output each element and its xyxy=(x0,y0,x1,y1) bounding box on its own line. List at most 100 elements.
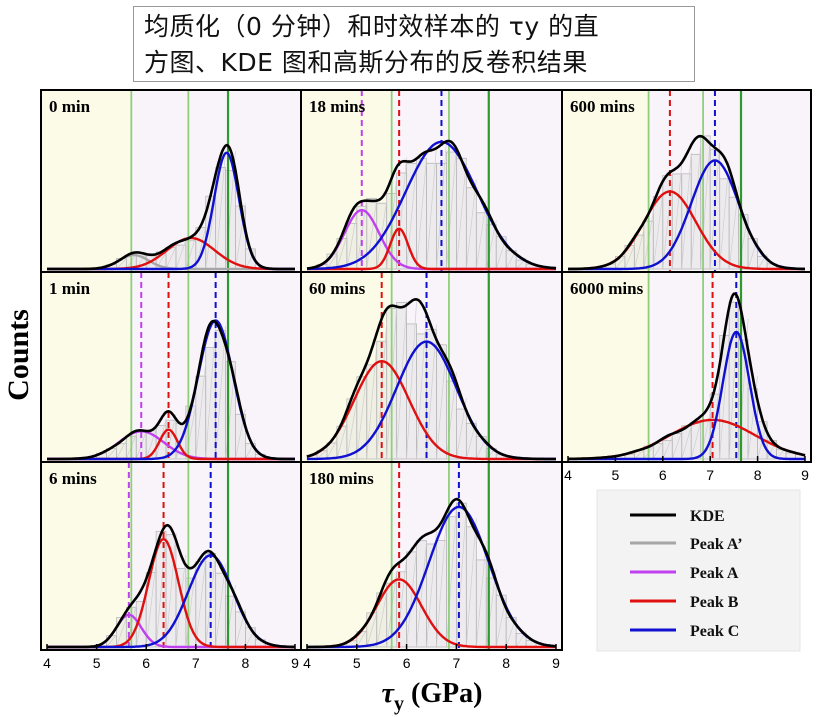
histogram-hatch xyxy=(615,256,626,270)
panel-6000-mins xyxy=(562,272,811,462)
histogram-hatch xyxy=(376,591,388,648)
histogram-hatch xyxy=(336,235,348,270)
histogram-hatch xyxy=(106,447,117,460)
histogram-hatch xyxy=(356,629,368,648)
panel-label: 0 min xyxy=(49,97,91,116)
panel-label: 6 mins xyxy=(49,469,97,488)
histogram-hatch xyxy=(195,559,207,648)
histogram-hatch xyxy=(416,541,427,648)
panel-frame xyxy=(561,271,812,463)
histogram-hatch xyxy=(316,449,328,460)
histogram-hatch xyxy=(205,325,216,460)
x-tick-label: 6 xyxy=(142,655,150,671)
curve-kde xyxy=(568,134,805,271)
legend-label-peak-a: Peak A xyxy=(690,565,739,582)
histogram-hatch xyxy=(205,195,216,270)
histogram-hatch xyxy=(719,160,730,270)
legend-label-kde: KDE xyxy=(690,508,725,525)
histogram-hatch xyxy=(456,160,467,270)
panel-label: 18 mins xyxy=(309,97,366,116)
panel-600-mins xyxy=(562,90,811,272)
histogram-hatch xyxy=(155,531,167,648)
histogram-hatch xyxy=(466,518,477,648)
histogram-hatch xyxy=(376,323,388,460)
histogram-hatch xyxy=(475,200,487,270)
panel-frame xyxy=(300,461,563,651)
panel-6-mins xyxy=(41,462,301,650)
histogram-hatch xyxy=(205,554,216,648)
histogram-hatch xyxy=(426,531,437,648)
x-axis-title: τy (GPa) xyxy=(382,678,483,715)
figure-title-line-2: 方图、KDE 图和高斯分布的反卷积结果 xyxy=(144,48,588,77)
curve-kde xyxy=(47,523,295,649)
histogram-hatch xyxy=(436,517,447,648)
histogram-hatch xyxy=(215,151,226,270)
histogram-hatch xyxy=(416,158,427,270)
histogram-hatch xyxy=(466,179,477,270)
x-tick-label: 6 xyxy=(403,655,411,671)
histogram-hatch xyxy=(671,164,683,270)
histogram-hatch xyxy=(116,618,127,648)
panel-background-left xyxy=(562,272,649,462)
histogram-hatch xyxy=(671,431,683,460)
x-tick-label: 4 xyxy=(564,467,572,483)
curve-peak-c xyxy=(568,330,805,461)
histogram-hatch xyxy=(681,152,692,270)
x-tick-label: 7 xyxy=(453,655,461,671)
histogram-hatch xyxy=(690,143,702,270)
legend: KDE Peak A’ Peak A Peak B Peak C xyxy=(596,489,801,652)
histogram-hatch xyxy=(662,436,673,460)
legend-label-peak-a-prime: Peak A’ xyxy=(690,536,743,553)
curve-kde xyxy=(306,139,557,270)
histogram-hatch xyxy=(245,249,256,270)
curve-peak-b xyxy=(306,359,556,461)
histogram-hatch xyxy=(634,449,645,460)
histogram-hatch xyxy=(426,146,437,270)
x-tick-label: 8 xyxy=(242,655,250,671)
panel-background-left xyxy=(41,90,132,272)
panel-1-min xyxy=(41,272,301,462)
histogram-hatch xyxy=(175,240,187,270)
y-axis-title: Counts xyxy=(2,309,35,401)
x-tick-label: 8 xyxy=(754,467,762,483)
panel-label: 60 mins xyxy=(309,279,366,298)
histogram-hatch xyxy=(396,300,407,460)
histogram-hatch xyxy=(436,346,447,460)
histogram-hatch xyxy=(406,162,417,270)
x-axis-unit: (GPa) xyxy=(404,678,483,709)
curve-kde xyxy=(306,297,556,461)
legend-item-peak-c: Peak C xyxy=(630,623,739,640)
histogram-hatch xyxy=(624,245,635,270)
figure-title-line-1: 均质化（0 分钟）和时效样本的 τy 的直 xyxy=(144,12,600,41)
curve-kde xyxy=(568,292,806,461)
x-tick-label: 4 xyxy=(303,655,311,671)
legend-item-peak-a-prime: Peak A’ xyxy=(630,536,743,553)
x-tick-label: 9 xyxy=(552,655,560,671)
legend-label-peak-c: Peak C xyxy=(690,623,739,640)
histogram-hatch xyxy=(245,440,256,460)
x-tick-label: 9 xyxy=(801,467,809,483)
histogram-hatch xyxy=(215,563,226,648)
histogram-hatch xyxy=(165,414,177,460)
legend-label-peak-b: Peak B xyxy=(690,594,739,611)
histogram-hatch xyxy=(116,440,127,460)
x-tick-label: 7 xyxy=(192,655,200,671)
histogram-hatch xyxy=(356,372,368,460)
x-tick-label: 9 xyxy=(291,655,299,671)
histogram-hatch xyxy=(336,422,348,460)
x-axis-symbol: τ xyxy=(382,678,396,709)
panel-180-mins xyxy=(301,462,562,650)
legend-item-peak-b: Peak B xyxy=(630,594,739,611)
histogram-hatch xyxy=(346,399,358,460)
histogram-hatch xyxy=(145,429,157,460)
x-tick-label: 5 xyxy=(612,467,620,483)
curve-kde xyxy=(47,143,295,271)
panel-grid: 0 min 18 mins 600 mins 1 min 60 mins 6000 min… xyxy=(40,89,812,671)
histogram-hatch xyxy=(145,561,157,648)
histogram-hatch xyxy=(406,301,417,460)
panel-18-mins xyxy=(301,90,562,272)
x-tick-label: 5 xyxy=(353,655,361,671)
histogram-hatch xyxy=(681,426,692,460)
histogram-hatch xyxy=(346,213,358,270)
